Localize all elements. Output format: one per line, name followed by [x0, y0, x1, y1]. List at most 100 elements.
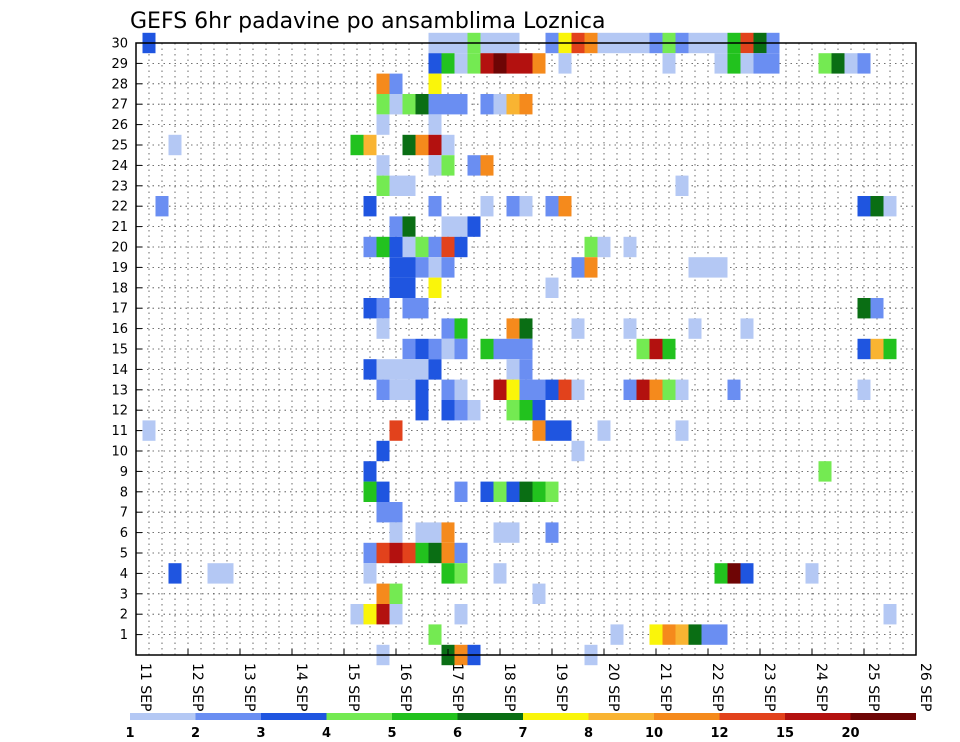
heatmap-cell — [454, 236, 468, 258]
heatmap-cell — [506, 522, 520, 543]
heatmap-cell — [636, 338, 650, 360]
x-tick-label: 22 SEP — [709, 663, 725, 711]
y-tick-label: 25 — [111, 139, 128, 154]
heatmap-cell — [402, 134, 416, 156]
y-tick-label: 23 — [111, 179, 128, 194]
heatmap-cell — [519, 318, 533, 339]
heatmap-cell — [545, 196, 559, 217]
heatmap-cell — [415, 359, 429, 380]
heatmap-cell — [519, 379, 533, 400]
heatmap-cell — [428, 114, 442, 135]
heatmap-cell — [870, 338, 884, 360]
colorbar-label: 7 — [518, 726, 527, 741]
heatmap-cell — [480, 338, 494, 360]
heatmap-cell — [350, 604, 364, 625]
heatmap-cell — [376, 502, 390, 523]
x-tick-label: 15 SEP — [345, 663, 361, 711]
heatmap-cell — [519, 94, 533, 115]
heatmap-cell — [454, 481, 468, 502]
heatmap-cell — [402, 257, 416, 278]
heatmap-cell — [558, 420, 572, 441]
colorbar-label: 12 — [710, 726, 728, 741]
heatmap-cell — [389, 257, 403, 278]
heatmap-cell — [415, 542, 429, 564]
y-tick-label: 1 — [120, 628, 128, 643]
heatmap-cell — [363, 359, 377, 380]
y-tick-label: 4 — [120, 567, 128, 582]
colorbar-label: 20 — [841, 726, 859, 741]
heatmap-cell — [441, 134, 455, 156]
heatmap-cell — [649, 379, 663, 400]
colorbar-label: 2 — [191, 726, 200, 741]
heatmap-cell — [441, 318, 455, 339]
heatmap-cell — [727, 563, 741, 584]
heatmap-cell — [727, 379, 741, 400]
heatmap-cell — [363, 134, 377, 156]
x-axis-ticks: 11 SEP 12 SEP 13 SEP 14 SEP 15 SEP 16 SEP 17 S… — [135, 649, 933, 711]
heatmap-cell — [480, 481, 494, 502]
heatmap-cell — [506, 53, 520, 74]
heatmap-cell — [467, 216, 481, 237]
heatmap-cell — [493, 563, 507, 584]
colorbar-label: 15 — [776, 726, 794, 741]
heatmap-cell — [532, 481, 546, 502]
x-tick-label: 25 SEP — [865, 663, 881, 711]
heatmap-cell — [714, 53, 728, 74]
heatmap-cell — [519, 481, 533, 502]
heatmap-cell — [753, 53, 767, 74]
heatmap-cell — [428, 73, 442, 94]
x-tick-label: 16 SEP — [397, 663, 413, 711]
heatmap-cell — [415, 236, 429, 258]
heatmap-cell — [428, 522, 442, 543]
heatmap-cell — [857, 53, 871, 74]
heatmap-cell — [415, 257, 429, 278]
heatmap-cell — [857, 379, 871, 400]
heatmap-cell — [428, 338, 442, 360]
heatmap-cell — [519, 53, 533, 74]
colorbar-swatch — [457, 713, 523, 720]
heatmap-cell — [571, 257, 585, 278]
heatmap-cell — [454, 400, 468, 421]
heatmap-cell — [389, 175, 403, 196]
heatmap-cell — [662, 338, 676, 360]
heatmap-cell — [571, 440, 585, 462]
heatmap-cell — [376, 481, 390, 502]
heatmap-cell — [402, 277, 416, 298]
heatmap-cell — [480, 196, 494, 217]
heatmap-cell — [727, 53, 741, 74]
heatmap-cell — [402, 216, 416, 237]
x-tick-label: 19 SEP — [553, 663, 569, 711]
heatmap-cell — [376, 298, 390, 319]
heatmap-cell — [376, 583, 390, 604]
heatmap-cell — [480, 53, 494, 74]
heatmap-cell — [389, 502, 403, 523]
heatmap-cell — [883, 338, 897, 360]
heatmap-cell — [558, 196, 572, 217]
y-tick-label: 12 — [111, 404, 128, 419]
heatmap-cell — [649, 338, 663, 360]
heatmap-cell — [493, 338, 507, 360]
heatmap-cell — [441, 53, 455, 74]
heatmap-cell — [688, 624, 702, 645]
colorbar-swatch — [392, 713, 458, 720]
heatmap-cell — [363, 196, 377, 217]
heatmap-cell — [805, 563, 819, 584]
y-tick-label: 8 — [120, 485, 128, 500]
heatmap-cell — [389, 94, 403, 115]
heatmap-cell — [415, 298, 429, 319]
heatmap-cell — [480, 155, 494, 176]
heatmap-cell — [389, 73, 403, 94]
colorbar-label: 10 — [645, 726, 663, 741]
heatmap-cell — [623, 318, 637, 339]
heatmap-cell — [415, 338, 429, 360]
heatmap-cell — [402, 175, 416, 196]
heatmap-cell — [402, 359, 416, 380]
heatmap-cell — [701, 624, 715, 645]
heatmap-cell — [428, 155, 442, 176]
y-tick-label: 17 — [111, 302, 128, 317]
heatmap-cell — [662, 624, 676, 645]
heatmap-cell — [389, 522, 403, 543]
heatmap-cell — [493, 53, 507, 74]
colorbar-swatch — [130, 713, 196, 720]
heatmap-cell — [376, 155, 390, 176]
